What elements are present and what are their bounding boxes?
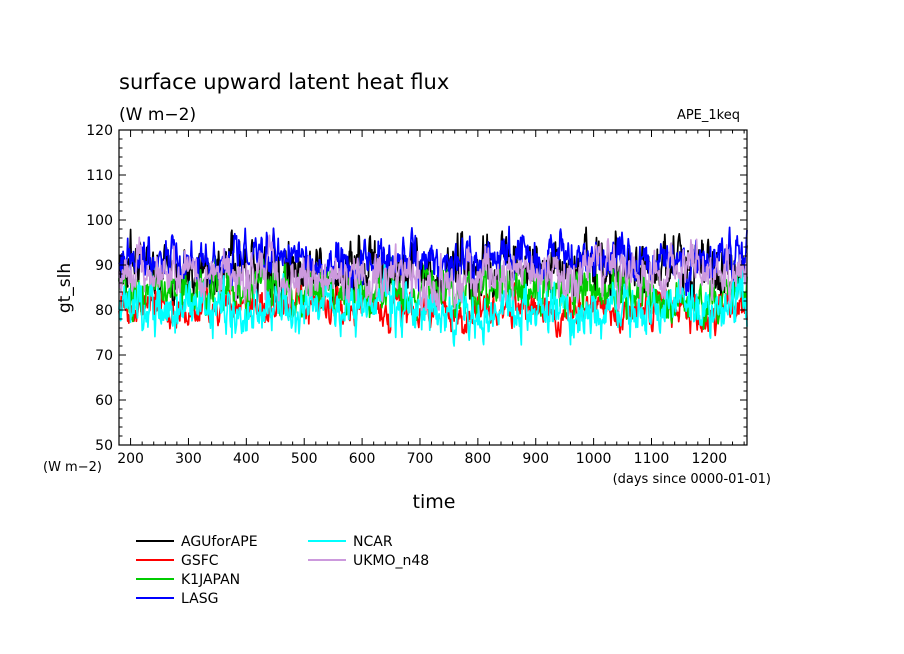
legend-label: GSFC (181, 553, 219, 569)
legend-label: NCAR (353, 534, 393, 550)
series-layer (118, 225, 748, 347)
x-tick-label: 700 (407, 451, 434, 467)
legend-label: LASG (181, 591, 218, 607)
y-tick-label: 70 (95, 348, 113, 364)
y-tick-label: 120 (86, 123, 113, 139)
legend-label: AGUforAPE (181, 534, 258, 550)
legend-label: UKMO_n48 (353, 553, 429, 569)
x-axis-label: time (413, 491, 456, 513)
chart-subtitle: (W m−2) (119, 105, 196, 125)
x-tick-label: 500 (291, 451, 318, 467)
x-tick-label: 900 (522, 451, 549, 467)
x-tick-label: 600 (349, 451, 376, 467)
y-tick-label: 90 (95, 258, 113, 274)
series-line-lasg (118, 225, 748, 297)
y-axis: 50 60 70 80 90 100 110 120 (86, 123, 747, 454)
x-tick-label: 400 (233, 451, 260, 467)
x-tick-label: 200 (117, 451, 144, 467)
legend: AGUforAPE GSFC K1JAPAN LASG NCAR UKMO_n48 (136, 534, 429, 607)
chart-title: surface upward latent heat flux (119, 70, 449, 94)
x-tick-label: 1000 (576, 451, 612, 467)
plot-frame (118, 129, 748, 446)
x-tick-label: 1200 (692, 451, 728, 467)
y-units-label: (W m−2) (43, 460, 102, 475)
legend-label: K1JAPAN (181, 572, 240, 588)
y-tick-label: 50 (95, 438, 113, 454)
y-tick-label: 100 (86, 213, 113, 229)
x-tick-label: 300 (175, 451, 202, 467)
x-units-label: (days since 0000-01-01) (613, 472, 771, 487)
x-tick-label: 1100 (634, 451, 670, 467)
y-tick-label: 110 (86, 168, 113, 184)
y-axis-label: gt_slh (55, 263, 75, 313)
x-axis: 200 300 400 500 600 700 800 900 1000 1100 1200 (117, 130, 745, 467)
y-tick-label: 80 (95, 303, 113, 319)
series-line-ukmo_n48 (118, 234, 748, 311)
dataset-label: APE_1keq (677, 108, 740, 123)
x-tick-label: 800 (464, 451, 491, 467)
y-tick-label: 60 (95, 393, 113, 409)
